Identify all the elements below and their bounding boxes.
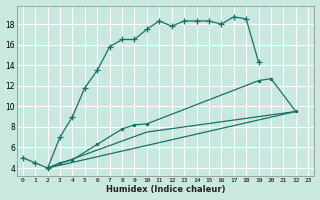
X-axis label: Humidex (Indice chaleur): Humidex (Indice chaleur) bbox=[106, 185, 225, 194]
